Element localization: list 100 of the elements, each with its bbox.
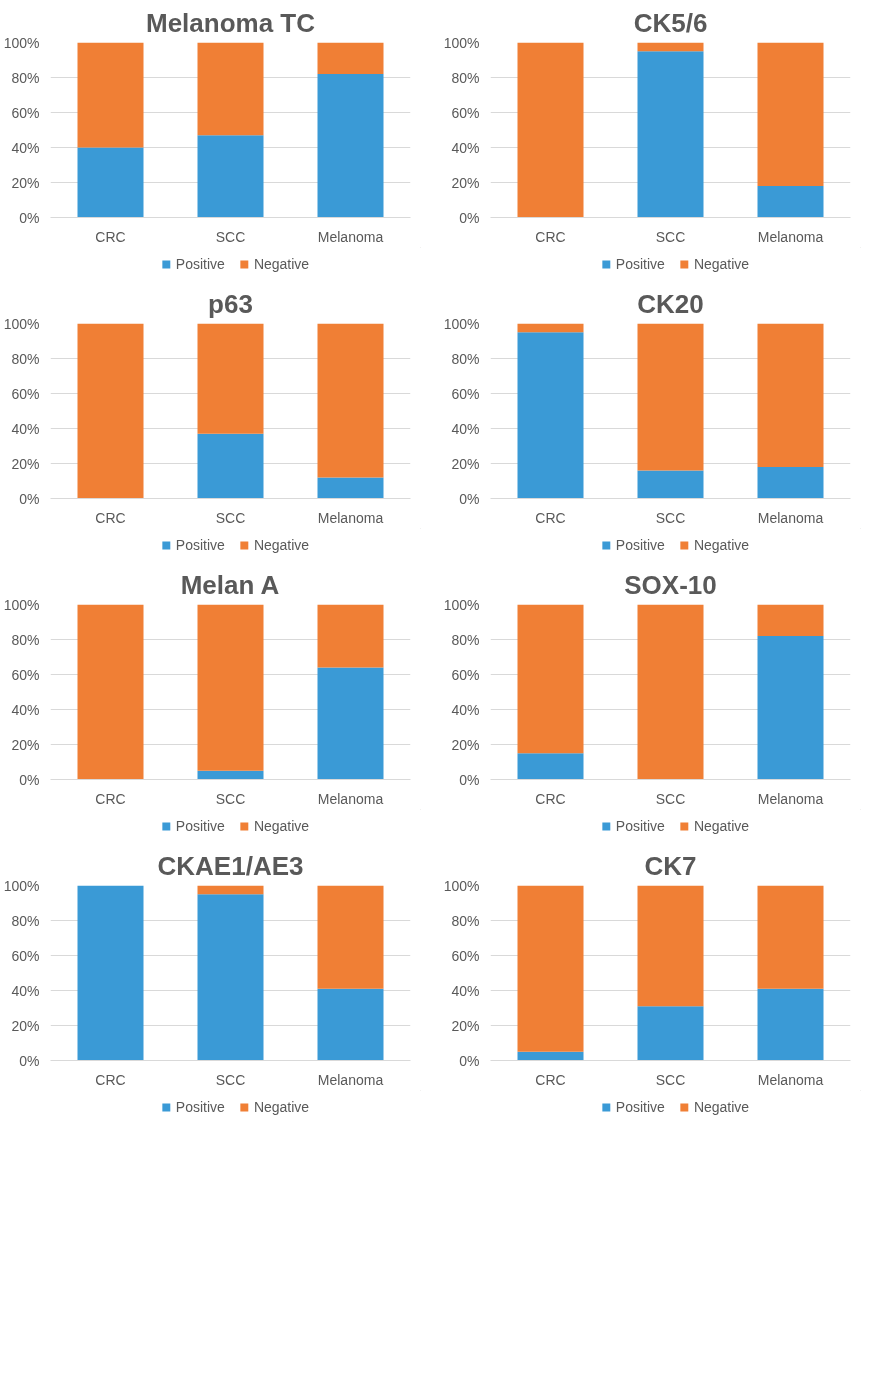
bar: [317, 604, 384, 668]
x-tick-label: CRC: [95, 1071, 126, 1088]
x-tick-label: Melanoma: [757, 790, 824, 807]
y-tick-label: 80%: [451, 350, 480, 367]
bar: [757, 186, 824, 218]
bar: [197, 135, 264, 218]
y-tick-label: 0%: [459, 490, 480, 507]
x-tick-label: Melanoma: [317, 228, 384, 245]
x-tick-label: CRC: [535, 509, 566, 526]
bar: [77, 323, 144, 499]
bar: [197, 604, 264, 771]
y-tick-label: 0%: [459, 771, 480, 788]
legend-label: Negative: [253, 537, 310, 553]
bar: [637, 323, 704, 471]
x-tick-label: CRC: [535, 1071, 566, 1088]
y-tick-label: 40%: [451, 701, 480, 718]
bar: [517, 332, 584, 499]
bar: [317, 74, 384, 218]
bar: [197, 894, 264, 1061]
y-tick-label: 80%: [451, 69, 480, 86]
legend-label: Negative: [693, 537, 750, 553]
y-tick-label: 100%: [3, 34, 40, 51]
y-tick-label: 100%: [443, 596, 480, 613]
bar: [517, 323, 584, 333]
y-tick-label: 0%: [19, 1052, 40, 1069]
x-tick-label: SCC: [215, 509, 246, 526]
bar: [757, 988, 824, 1061]
y-tick-label: 80%: [11, 350, 40, 367]
y-tick-label: 0%: [459, 1052, 480, 1069]
legend-label: Positive: [615, 818, 665, 834]
bar: [517, 604, 584, 754]
x-tick-label: Melanoma: [317, 790, 384, 807]
chart-title: CK20: [637, 288, 704, 319]
bar: [757, 636, 824, 780]
y-tick-label: 20%: [11, 736, 40, 753]
y-tick-label: 80%: [451, 631, 480, 648]
y-tick-label: 80%: [11, 912, 40, 929]
bar: [517, 753, 584, 780]
legend-label: Negative: [253, 256, 310, 272]
y-tick-label: 100%: [443, 877, 480, 894]
x-tick-label: CRC: [535, 790, 566, 807]
legend-label: Negative: [253, 1099, 310, 1115]
y-tick-label: 20%: [451, 736, 480, 753]
x-tick-label: Melanoma: [757, 1071, 824, 1088]
chart-title: p63: [208, 288, 253, 319]
y-tick-label: 40%: [451, 982, 480, 999]
x-tick-label: Melanoma: [757, 228, 824, 245]
y-tick-label: 60%: [451, 104, 480, 121]
legend-label: Negative: [693, 1099, 750, 1115]
chart-title: SOX-10: [624, 569, 717, 600]
bar: [637, 470, 704, 499]
y-tick-label: 80%: [11, 69, 40, 86]
bar: [317, 988, 384, 1061]
y-tick-label: 20%: [11, 174, 40, 191]
y-tick-label: 20%: [451, 455, 480, 472]
x-tick-label: Melanoma: [317, 509, 384, 526]
bar: [757, 467, 824, 499]
bar: [517, 1051, 584, 1061]
bar: [637, 1006, 704, 1061]
y-tick-label: 40%: [11, 982, 40, 999]
y-tick-label: 60%: [11, 104, 40, 121]
chart-title: CK7: [644, 850, 697, 881]
y-tick-label: 100%: [443, 315, 480, 332]
legend-label: Positive: [615, 256, 665, 272]
bar: [757, 323, 824, 467]
y-tick-label: 0%: [19, 490, 40, 507]
y-tick-label: 0%: [19, 771, 40, 788]
y-tick-label: 40%: [451, 420, 480, 437]
bar: [757, 885, 824, 989]
legend-label: Negative: [253, 818, 310, 834]
legend-label: Negative: [693, 256, 750, 272]
x-tick-label: SCC: [655, 1071, 686, 1088]
x-tick-label: SCC: [215, 1071, 246, 1088]
bar: [757, 604, 824, 636]
x-tick-label: CRC: [95, 790, 126, 807]
x-tick-label: CRC: [95, 228, 126, 245]
legend-label: Positive: [175, 1099, 225, 1115]
bar: [517, 42, 584, 218]
legend-label: Positive: [615, 537, 665, 553]
y-tick-label: 60%: [11, 385, 40, 402]
bar: [197, 770, 264, 780]
y-tick-label: 0%: [19, 209, 40, 226]
bar: [197, 42, 264, 136]
bar: [77, 42, 144, 148]
legend-label: Positive: [615, 1099, 665, 1115]
bar: [517, 885, 584, 1052]
x-tick-label: SCC: [655, 228, 686, 245]
y-tick-label: 20%: [451, 174, 480, 191]
bar: [637, 885, 704, 1007]
bar: [317, 667, 384, 780]
legend-label: Positive: [175, 818, 225, 834]
legend-label: Negative: [693, 818, 750, 834]
chart-title: Melanoma TC: [145, 7, 316, 38]
y-tick-label: 60%: [451, 947, 480, 964]
y-tick-label: 0%: [459, 209, 480, 226]
y-tick-label: 80%: [451, 912, 480, 929]
y-tick-label: 80%: [11, 631, 40, 648]
y-tick-label: 40%: [11, 701, 40, 718]
legend-label: Positive: [175, 537, 225, 553]
bar: [197, 885, 264, 895]
